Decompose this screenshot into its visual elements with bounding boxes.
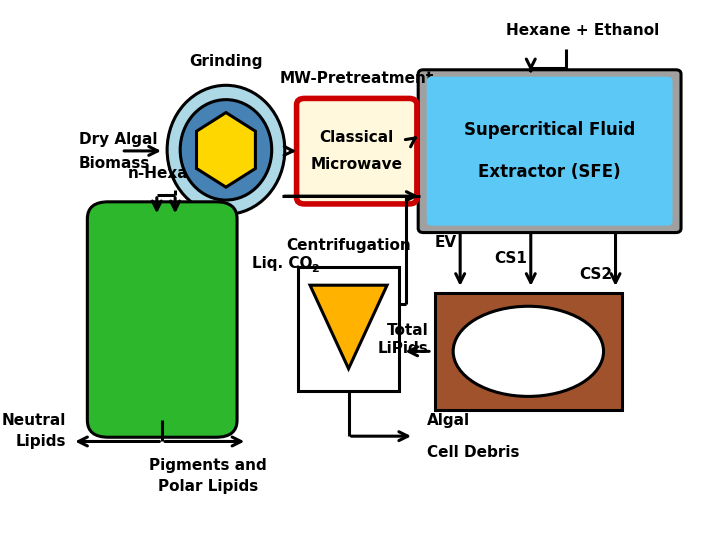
Ellipse shape bbox=[180, 100, 272, 200]
Text: CS1: CS1 bbox=[495, 251, 528, 266]
Text: Microwave: Microwave bbox=[311, 157, 403, 172]
Text: Pigments and: Pigments and bbox=[149, 458, 267, 473]
Text: n-Hexane: n-Hexane bbox=[128, 166, 210, 181]
FancyBboxPatch shape bbox=[435, 293, 622, 410]
Text: Lipids: Lipids bbox=[15, 434, 66, 449]
Text: Liq. CO: Liq. CO bbox=[252, 256, 313, 271]
Polygon shape bbox=[310, 285, 387, 369]
Text: Distillation: Distillation bbox=[477, 361, 580, 379]
Text: MW-Pretreatment: MW-Pretreatment bbox=[280, 71, 434, 86]
Text: Vacuum: Vacuum bbox=[492, 324, 565, 342]
Text: Total: Total bbox=[387, 322, 429, 337]
FancyBboxPatch shape bbox=[296, 99, 417, 204]
Text: Supercritical Fluid: Supercritical Fluid bbox=[464, 121, 635, 139]
Ellipse shape bbox=[167, 85, 285, 214]
Text: CS2: CS2 bbox=[579, 267, 612, 282]
Text: Centrifugation: Centrifugation bbox=[286, 238, 411, 253]
Text: Classical: Classical bbox=[319, 131, 394, 146]
Text: LiPids: LiPids bbox=[378, 341, 429, 356]
FancyBboxPatch shape bbox=[418, 70, 681, 232]
Ellipse shape bbox=[454, 306, 603, 397]
FancyBboxPatch shape bbox=[298, 266, 399, 391]
Text: Dry Algal: Dry Algal bbox=[79, 132, 157, 147]
Text: Cell Debris: Cell Debris bbox=[427, 445, 520, 459]
Text: Neutral: Neutral bbox=[1, 413, 66, 428]
FancyBboxPatch shape bbox=[427, 77, 673, 225]
Text: Biomass: Biomass bbox=[79, 156, 150, 171]
Polygon shape bbox=[197, 112, 255, 187]
Text: Grinding: Grinding bbox=[189, 54, 262, 69]
Text: Hexane + Ethanol: Hexane + Ethanol bbox=[505, 23, 659, 38]
Text: Algal: Algal bbox=[427, 413, 470, 428]
Text: Polar Lipids: Polar Lipids bbox=[158, 479, 258, 494]
Text: 2: 2 bbox=[311, 264, 319, 274]
Text: EV: EV bbox=[435, 235, 457, 250]
FancyBboxPatch shape bbox=[87, 202, 237, 437]
Text: Extractor (SFE): Extractor (SFE) bbox=[478, 164, 621, 181]
